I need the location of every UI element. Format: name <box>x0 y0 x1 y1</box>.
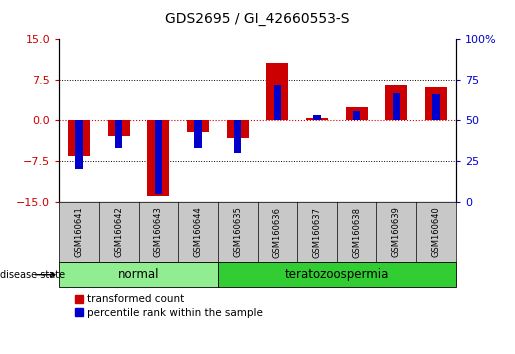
Bar <box>76 120 82 169</box>
Text: disease state: disease state <box>0 270 65 280</box>
Bar <box>353 110 360 120</box>
Text: GSM160638: GSM160638 <box>352 207 361 258</box>
Bar <box>433 94 439 120</box>
Bar <box>108 120 130 136</box>
Bar <box>59 262 218 287</box>
Bar <box>266 63 288 120</box>
Text: teratozoospermia: teratozoospermia <box>285 268 389 281</box>
Bar <box>155 120 162 194</box>
Bar <box>68 120 90 156</box>
Bar <box>227 120 249 138</box>
Bar <box>115 120 122 148</box>
Bar <box>187 120 209 132</box>
Text: GDS2695 / GI_42660553-S: GDS2695 / GI_42660553-S <box>165 12 350 27</box>
Text: GSM160636: GSM160636 <box>273 207 282 258</box>
Bar <box>393 93 400 120</box>
Bar <box>274 85 281 120</box>
Bar <box>425 87 447 120</box>
Bar <box>346 107 368 120</box>
Bar <box>195 120 201 148</box>
Legend: transformed count, percentile rank within the sample: transformed count, percentile rank withi… <box>75 295 263 318</box>
Text: GSM160644: GSM160644 <box>194 207 202 257</box>
Text: GSM160637: GSM160637 <box>313 207 321 258</box>
Text: GSM160640: GSM160640 <box>432 207 440 257</box>
Bar <box>234 120 241 153</box>
Bar <box>385 85 407 120</box>
Bar <box>147 120 169 196</box>
Text: normal: normal <box>118 268 159 281</box>
Text: GSM160641: GSM160641 <box>75 207 83 257</box>
Text: GSM160642: GSM160642 <box>114 207 123 257</box>
Text: GSM160635: GSM160635 <box>233 207 242 257</box>
Bar <box>306 118 328 120</box>
Text: GSM160639: GSM160639 <box>392 207 401 257</box>
Bar <box>218 262 456 287</box>
Bar <box>314 115 320 120</box>
Text: GSM160643: GSM160643 <box>154 207 163 257</box>
